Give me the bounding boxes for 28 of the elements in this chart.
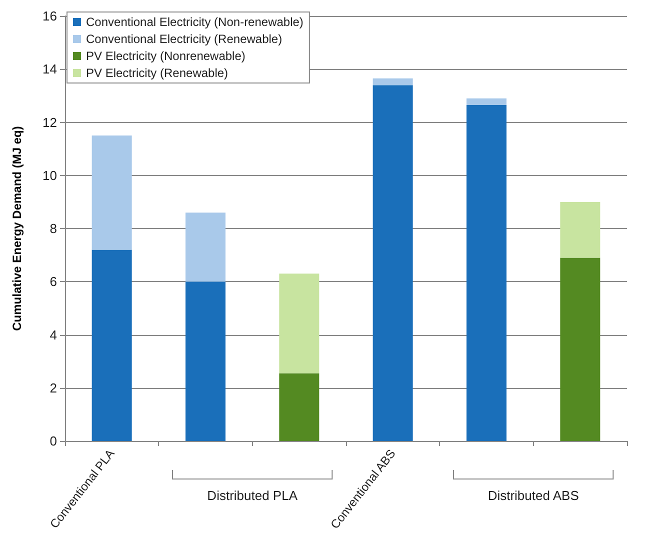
y-tick-label: 12 <box>42 114 57 130</box>
y-tick-label: 2 <box>50 380 57 396</box>
bar <box>279 373 320 441</box>
bar <box>279 274 320 374</box>
bar <box>560 258 600 441</box>
bar <box>186 282 226 441</box>
bar <box>186 212 226 282</box>
y-tick-label: 6 <box>50 274 57 290</box>
bar <box>466 98 506 105</box>
text: Distributed ABS <box>488 488 580 503</box>
y-tick-label: 8 <box>50 221 57 236</box>
y-tick-label: 4 <box>50 327 57 342</box>
bar <box>92 136 132 250</box>
y-tick-label: 16 <box>42 8 57 24</box>
legend-label: PV Electricity (Nonrenewable) <box>86 49 246 63</box>
bar <box>466 104 506 441</box>
legend-label: Conventional Electricity (Non-renewable) <box>86 15 304 29</box>
bar <box>372 85 413 441</box>
legend-label: Conventional Electricity (Renewable) <box>86 32 282 46</box>
y-tick-label: 10 <box>42 168 57 183</box>
text: Distributed PLA <box>207 488 298 503</box>
y-tick-label: 14 <box>42 62 57 77</box>
bar <box>92 250 132 441</box>
legend-label: PV Electricity (Renewable) <box>86 66 228 80</box>
y-axis-title: Cumulative Energy Demand (MJ eq) <box>10 126 24 331</box>
bar <box>560 202 600 258</box>
bar <box>372 78 413 86</box>
y-tick-label: 0 <box>50 434 57 448</box>
